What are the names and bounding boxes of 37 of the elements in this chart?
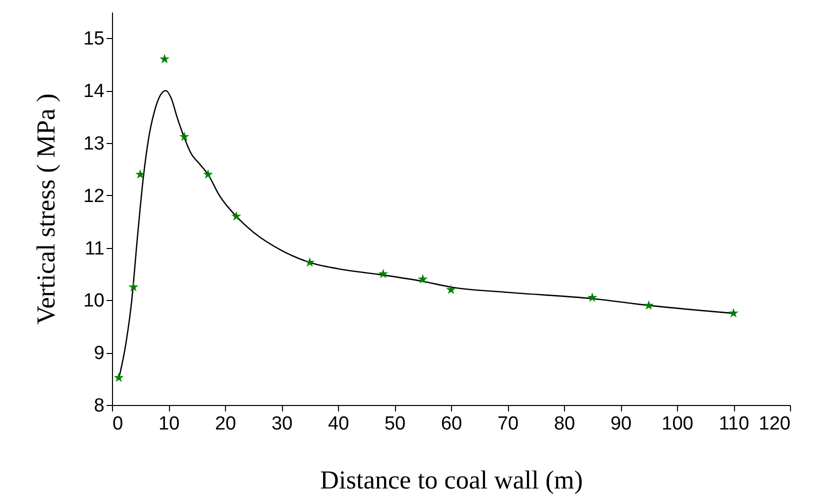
- point: [378, 268, 388, 278]
- y-tick-label: 12: [83, 186, 104, 207]
- x-tick-label: 20: [214, 414, 236, 434]
- x-tick-label: 110: [718, 414, 750, 434]
- x-tick-label: 120: [758, 414, 790, 434]
- y-axis-title: Vertical stress ( MPa ): [31, 93, 60, 325]
- point: [587, 292, 598, 302]
- point: [114, 372, 124, 382]
- point: [728, 308, 738, 318]
- point: [231, 211, 242, 221]
- x-tick-label: 40: [328, 414, 350, 434]
- point: [160, 54, 170, 64]
- y-tick-label: 13: [83, 134, 104, 154]
- point: [644, 300, 654, 310]
- point: [203, 169, 214, 179]
- point: [179, 131, 190, 141]
- x-tick-label: 90: [610, 414, 632, 434]
- x-tick-label: 80: [554, 414, 576, 434]
- x-tick-label: 70: [497, 414, 519, 434]
- x-tick-label: 100: [662, 414, 694, 434]
- y-tick-label: 9: [94, 343, 104, 364]
- point: [304, 257, 315, 267]
- x-tick-label: 60: [440, 414, 462, 434]
- point: [446, 284, 456, 294]
- x-axis-title: Distance to coal wall (m): [320, 466, 583, 494]
- point: [135, 169, 146, 179]
- x-tick-label: 50: [384, 414, 406, 434]
- x-tick-label: 0: [112, 414, 124, 434]
- point: [128, 282, 138, 292]
- y-tick-label: 15: [83, 28, 104, 50]
- x-tick-label: 10: [158, 414, 180, 434]
- y-tick-label: 8: [94, 396, 104, 416]
- y-tick-label: 14: [83, 81, 105, 102]
- y-tick-label: 11: [84, 238, 104, 260]
- point: [418, 274, 428, 284]
- x-tick-label: 30: [271, 414, 293, 434]
- y-tick-label: 10: [83, 290, 104, 312]
